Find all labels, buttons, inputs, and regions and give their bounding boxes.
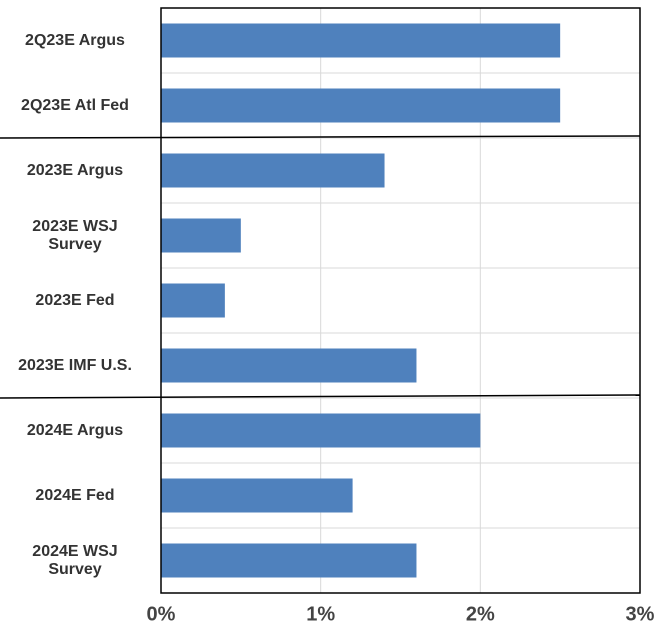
- group-separator: [0, 394, 641, 399]
- plot-frame: [160, 7, 641, 594]
- y-tick-label: 2023E Fed: [35, 291, 115, 309]
- bar: [161, 88, 561, 123]
- bar: [161, 543, 417, 578]
- y-tick-label: 2024E Argus: [26, 421, 124, 439]
- bar: [161, 23, 561, 58]
- group-separator: [0, 135, 641, 139]
- y-tick-label: 2023E WSJ Survey: [32, 217, 118, 253]
- x-tick-label: 2%: [466, 603, 495, 625]
- bar: [161, 283, 225, 318]
- y-tick-label: 2024E Fed: [35, 486, 115, 504]
- bar: [161, 348, 417, 383]
- x-tick-label: 1%: [306, 603, 335, 625]
- y-tick-label: 2024E WSJ Survey: [32, 542, 118, 578]
- bar: [161, 478, 353, 513]
- y-tick-label: 2Q23E Atl Fed: [21, 96, 129, 114]
- y-tick-label: 2023E IMF U.S.: [18, 356, 132, 374]
- bar: [161, 153, 385, 188]
- x-tick-label: 3%: [626, 603, 655, 625]
- y-tick-label: 2Q23E Argus: [25, 31, 125, 49]
- bar: [161, 413, 481, 448]
- x-tick-label: 0%: [147, 603, 176, 625]
- bar: [161, 218, 241, 253]
- y-tick-label: 2023E Argus: [26, 161, 124, 179]
